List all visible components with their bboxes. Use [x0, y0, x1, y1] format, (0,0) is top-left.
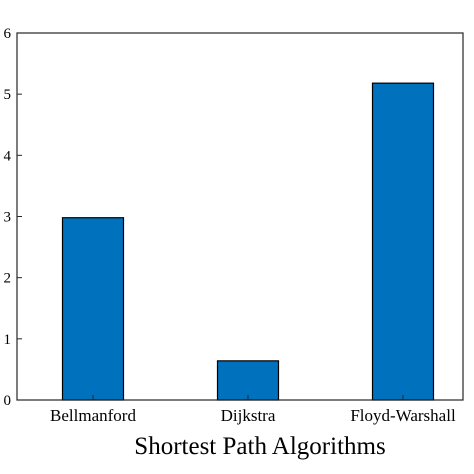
- x-tick-label: Floyd-Warshall: [350, 406, 456, 425]
- y-tick-label: 1: [4, 332, 12, 348]
- axes-box: [16, 32, 464, 401]
- y-tick-label: 4: [4, 148, 12, 164]
- bar-dijkstra: [216, 360, 280, 401]
- x-ticks-group: Bellmanford Dijkstra Floyd-Warshall: [50, 395, 456, 425]
- x-axis-title: Shortest Path Algorithms: [134, 433, 385, 460]
- bar-floyd-warshall: [371, 82, 435, 401]
- y-tick-label: 0: [4, 393, 12, 409]
- y-tick-label: 3: [4, 210, 12, 226]
- y-tick-label: 2: [4, 271, 12, 287]
- bars-group: [61, 82, 435, 401]
- y-tick-label: 5: [4, 87, 12, 103]
- x-tick-label: Dijkstra: [221, 406, 276, 425]
- y-tick-label: 6: [4, 26, 12, 42]
- bar-bellmanford: [61, 217, 125, 401]
- x-tick-label: Bellmanford: [50, 406, 136, 425]
